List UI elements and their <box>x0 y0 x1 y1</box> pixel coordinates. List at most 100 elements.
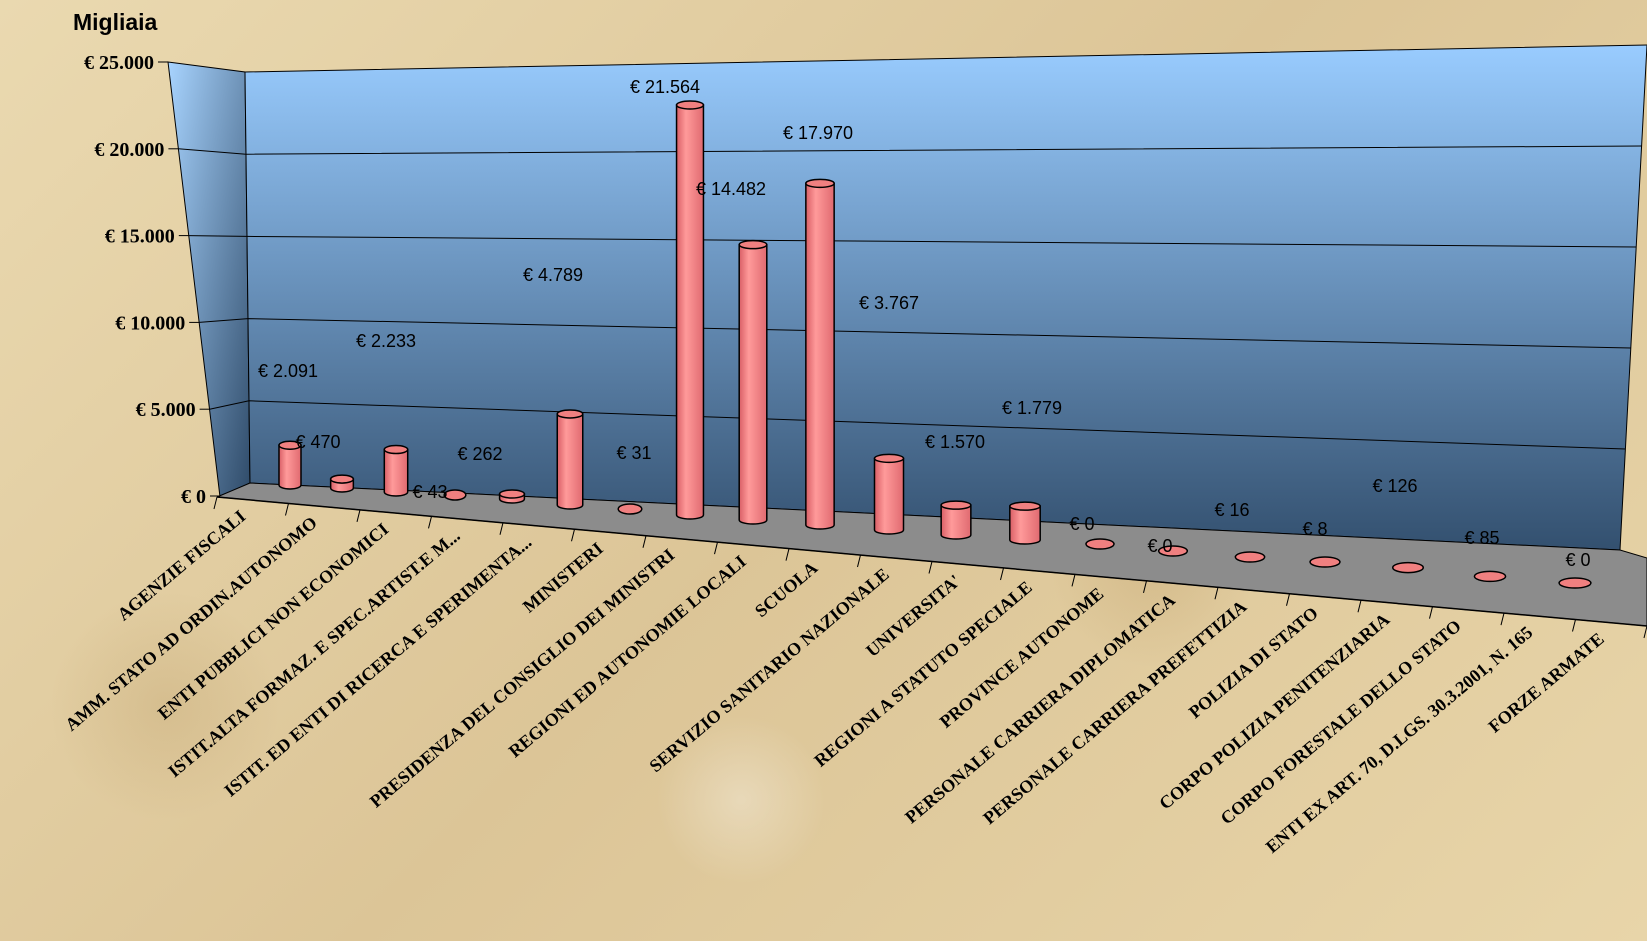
data-label: € 2.233 <box>356 331 416 351</box>
bars <box>278 100 1592 589</box>
x-tick-mark <box>213 496 218 510</box>
x-tick-label: AGENZIE FISCALI <box>113 506 249 625</box>
bar-top <box>675 100 705 110</box>
data-label: € 8 <box>1302 519 1327 539</box>
y-tick-label: € 25.000 <box>84 52 154 74</box>
bar <box>1473 570 1507 583</box>
data-label: € 43 <box>412 482 447 502</box>
bar <box>873 453 905 535</box>
data-label: € 14.482 <box>696 179 766 199</box>
bar <box>383 444 409 497</box>
data-label: € 0 <box>1069 514 1094 534</box>
bar-body <box>805 182 835 530</box>
data-label: € 85 <box>1464 528 1499 548</box>
bar-body <box>873 457 905 535</box>
x-tick-mark <box>1214 587 1219 600</box>
x-tick-mark <box>1143 580 1147 593</box>
bar-body <box>278 444 302 490</box>
unit-label: Migliaia <box>73 9 158 35</box>
bar <box>617 503 643 515</box>
x-tick-label: ISTIT.ALTA FORMAZ. E SPEC.ARTIST.E M... <box>164 525 464 781</box>
side-wall <box>167 61 251 498</box>
gridline <box>188 235 1637 248</box>
data-label: € 2.091 <box>258 361 318 381</box>
bar-body <box>675 104 705 520</box>
bar-top <box>1157 545 1189 557</box>
bar-top <box>617 503 643 515</box>
bar <box>1234 551 1266 563</box>
bar-body <box>738 243 768 525</box>
data-label: € 16 <box>1214 500 1249 520</box>
bar-top <box>805 178 835 189</box>
x-tick-mark <box>428 516 432 529</box>
data-label: € 17.970 <box>783 123 853 143</box>
x-tick-mark <box>857 554 861 568</box>
bar-body <box>1009 505 1041 545</box>
bar <box>1558 577 1592 589</box>
x-tick-mark <box>1071 574 1076 587</box>
bar <box>1009 501 1041 545</box>
data-label: € 3.767 <box>859 293 919 313</box>
bar <box>805 178 835 530</box>
data-label: € 126 <box>1372 476 1417 496</box>
bar <box>278 440 302 490</box>
x-tick-mark <box>356 509 361 523</box>
x-tick-mark <box>1429 606 1433 619</box>
bar-top <box>498 489 526 499</box>
bar-body <box>383 448 409 497</box>
x-tick-mark <box>1572 619 1576 632</box>
bar-top <box>329 474 355 484</box>
x-tick-mark <box>1286 593 1290 606</box>
gridlines <box>178 145 1642 450</box>
x-tick-label: PERSONALE CARRIERA DIPLOMATICA <box>901 590 1179 828</box>
bar-top <box>1558 577 1592 589</box>
bar-body <box>940 504 972 540</box>
bar-top <box>940 500 972 510</box>
bar-top <box>1309 556 1341 568</box>
data-label: € 262 <box>457 444 502 464</box>
bar-top <box>443 489 467 501</box>
bar <box>1391 561 1425 574</box>
data-labels: € 2.091 € 470 € 2.233 € 43 € 262 € 4.789 € 31 €… <box>258 77 1591 570</box>
data-label: € 470 <box>295 432 340 452</box>
y-axis-ticks: € 0 € 5.000 € 10.000 € 15.000 € 20.000 € 25.0… <box>84 52 220 508</box>
y-tick-label: € 0 <box>181 486 206 508</box>
bar-top <box>738 239 768 250</box>
bar <box>1309 556 1341 568</box>
bar <box>940 500 972 540</box>
data-label: € 1.779 <box>1002 398 1062 418</box>
gridline <box>199 318 1631 349</box>
bar-top <box>873 453 905 464</box>
data-label: € 0 <box>1565 550 1590 570</box>
gridline <box>178 145 1642 155</box>
bar <box>443 489 467 501</box>
x-tick-mark <box>714 542 718 555</box>
bar-top <box>1009 501 1041 511</box>
bar-body <box>556 413 584 510</box>
data-label: € 0 <box>1147 536 1172 556</box>
bar <box>1157 545 1189 557</box>
y-tick-label: € 20.000 <box>94 139 164 161</box>
x-tick-label: PRESIDENZA DEL CONSIGLIO DEI MINISTRI <box>366 545 678 812</box>
bar-top <box>556 409 584 419</box>
bar <box>498 489 526 504</box>
x-tick-mark <box>928 561 933 574</box>
x-tick-mark <box>571 529 575 542</box>
y-tick-label: € 10.000 <box>115 312 185 334</box>
x-tick-mark <box>642 535 647 548</box>
bar-top <box>278 440 302 450</box>
bar <box>1085 538 1115 550</box>
data-label: € 1.570 <box>925 432 985 452</box>
bar <box>329 474 355 493</box>
y-tick-label: € 15.000 <box>105 226 175 248</box>
x-tick-label: SCUOLA <box>751 558 821 622</box>
x-tick-mark <box>785 548 790 561</box>
x-tick-mark <box>285 503 289 516</box>
chart-walls <box>167 44 1647 551</box>
x-tick-mark <box>499 522 504 535</box>
bar-top <box>1391 561 1425 574</box>
y-tick-label: € 5.000 <box>136 399 196 421</box>
bar-top <box>1234 551 1266 563</box>
data-label: € 21.564 <box>630 77 700 97</box>
